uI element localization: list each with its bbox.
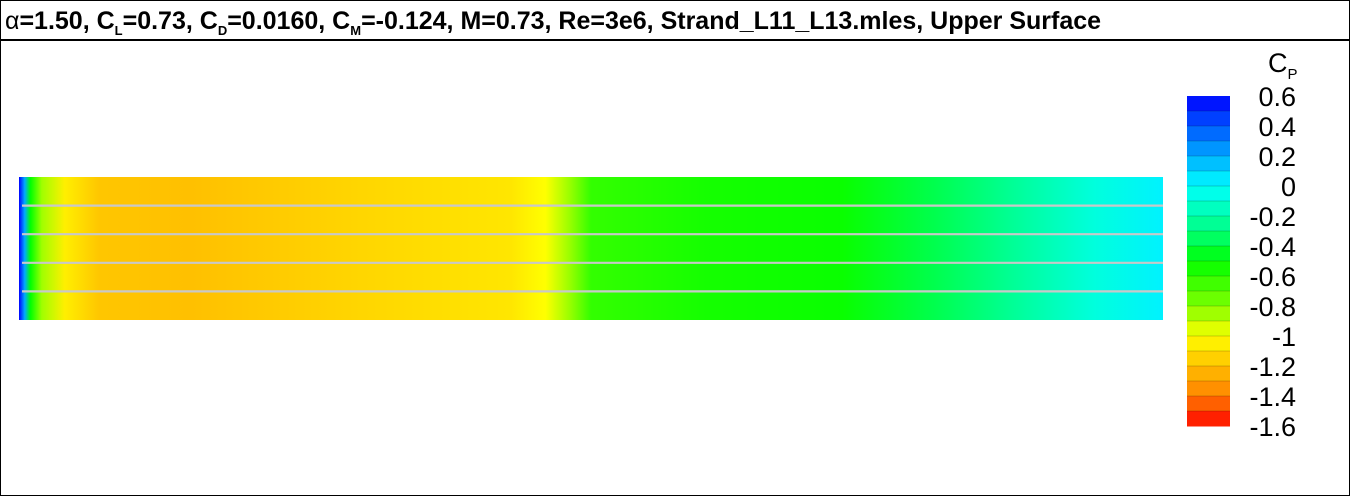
colorbar-band [1187,111,1230,127]
colorbar-band [1187,96,1230,112]
title-cl-sub: L [114,23,123,38]
colorbar-band [1187,351,1230,367]
colorbar-tick-label: 0.4 [1258,112,1296,142]
colorbar-tick-label: -0.8 [1249,292,1296,322]
colorbar-tick-label: -1 [1272,322,1296,352]
colorbar-band [1187,276,1230,292]
colorbar-band [1187,171,1230,187]
colorbar-tick-label: -0.4 [1249,232,1296,262]
colorbar-band [1187,396,1230,412]
colorbar-tick-label: 0 [1281,172,1296,202]
colorbar-band [1187,186,1230,202]
title-cd-value: =0.0160, C [227,7,351,35]
colorbar-tick-label: -0.2 [1249,202,1296,232]
plot-title: α=1.50, CL=0.73, CD=0.0160, CM=-0.124, M… [5,7,1102,37]
colorbar-band [1187,321,1230,337]
colorbar-band [1187,261,1230,277]
colorbar-band [1187,141,1230,157]
title-cm-sub: M [350,23,362,38]
title-cm-value: =-0.124, M=0.73, Re=3e6, Strand_L11_L13.… [361,7,1102,35]
colorbar-band [1187,246,1230,262]
colorbar-tick-label: -1.2 [1249,352,1296,382]
alpha-symbol: α [5,7,20,35]
colorbar-tick-label: 0.2 [1258,142,1296,172]
colorbar-tick-label: 0.6 [1258,82,1296,112]
colorbar-band [1187,306,1230,322]
colorbar-band [1187,201,1230,217]
colorbar-tick-label: -0.6 [1249,262,1296,292]
colorbar-band [1187,126,1230,142]
title-bar: α=1.50, CL=0.73, CD=0.0160, CM=-0.124, M… [1,1,1349,41]
colorbar-band [1187,231,1230,247]
colorbar-band [1187,291,1230,307]
colorbar-title-sub: P [1288,66,1298,83]
colorbar-band [1187,381,1230,397]
colorbar-tick-label: -1.4 [1249,382,1296,412]
title-alpha-value: =1.50, C [19,7,115,35]
surface-contour [19,177,1163,320]
colorbar-title-main: C [1268,48,1288,78]
title-cd-sub: D [217,23,228,38]
colorbar-band [1187,336,1230,352]
colorbar-tick-label: -1.6 [1249,412,1296,442]
colorbar-band [1187,366,1230,382]
title-cl-value: =0.73, C [122,7,218,35]
colorbar-band [1187,411,1230,427]
colorbar-band [1187,216,1230,232]
colorbar-title: CP [1268,48,1298,83]
colorbar-band [1187,156,1230,172]
